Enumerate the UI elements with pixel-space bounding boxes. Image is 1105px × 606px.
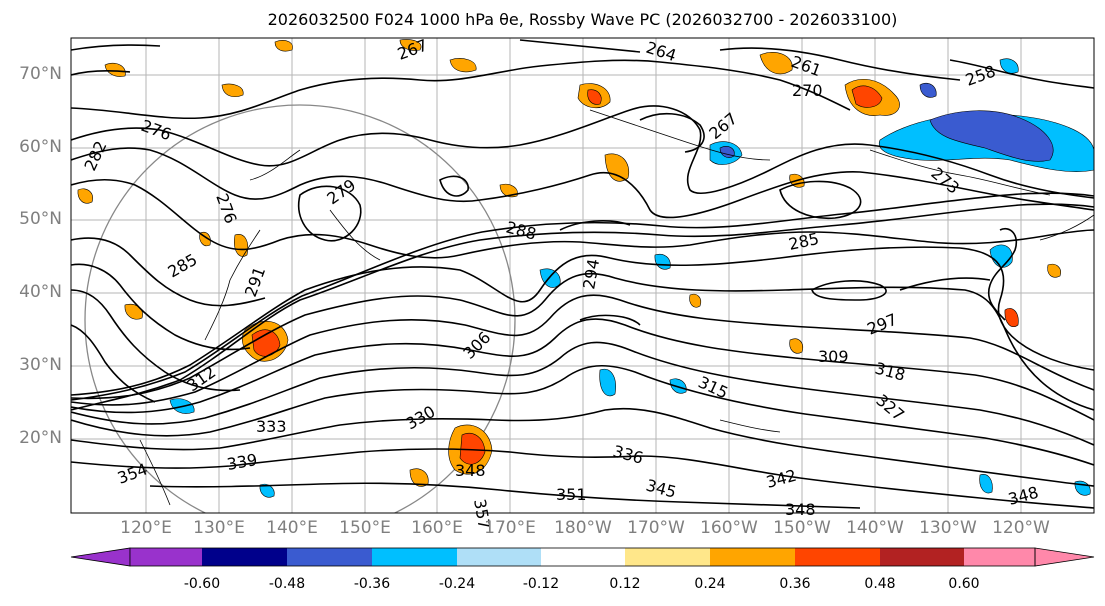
radius-circle [84, 104, 516, 513]
lon-label: 140°W [846, 518, 904, 538]
colorbar-bin [287, 548, 372, 566]
lon-label: 120°W [992, 518, 1050, 538]
contour-label: 270 [792, 81, 823, 100]
coastlines [139, 109, 1094, 506]
map-title: 2026032500 F024 1000 hPa θe, Rossby Wave… [267, 10, 898, 29]
lon-label: 130°W [919, 518, 977, 538]
colorbar-tick-label: 0.36 [779, 576, 811, 592]
colorbar-tick-label: -0.60 [183, 576, 221, 592]
colorbar-tick-label: -0.48 [268, 576, 306, 592]
lon-label: 150°E [339, 518, 391, 538]
positive-anomaly-patches [77, 39, 1061, 487]
colorbar-max-extension [1034, 547, 1095, 567]
lon-label: 120°E [120, 518, 172, 538]
colorbar [70, 547, 1095, 567]
colorbar-tick-label: 0.24 [694, 576, 726, 592]
colorbar-tick-label: -0.24 [438, 576, 476, 592]
lon-label: 170°E [484, 518, 536, 538]
colorbar-bin [710, 548, 795, 566]
lon-label: 170°W [627, 518, 685, 538]
colorbar-tick-label: 0.12 [609, 576, 641, 592]
colorbar-bin [625, 548, 710, 566]
colorbar-bin [130, 548, 202, 566]
lon-label: 180°W [554, 518, 612, 538]
contour-label: 348 [455, 461, 486, 480]
lat-label: 50°N [19, 209, 62, 229]
lat-label: 70°N [19, 64, 62, 84]
colorbar-bin [964, 548, 1035, 566]
lat-label: 20°N [19, 428, 62, 448]
contour-label: 348 [785, 500, 816, 519]
lon-label: 140°E [266, 518, 318, 538]
colorbar-tick-label: 0.48 [864, 576, 896, 592]
colorbar-bin [372, 548, 457, 566]
contour-label: 351 [556, 485, 587, 504]
map-frame [70, 37, 1095, 514]
colorbar-bin [541, 548, 625, 566]
colorbar-tick-label: 0.60 [948, 576, 980, 592]
lat-label: 30°N [19, 355, 62, 375]
lon-label: 130°E [193, 518, 245, 538]
colorbar-bin [457, 548, 541, 566]
contour-label: 309 [818, 347, 849, 366]
contour-label: 333 [256, 417, 287, 436]
colorbar-tick-label: -0.12 [522, 576, 560, 592]
colorbar-min-extension [70, 547, 131, 567]
colorbar-bin [202, 548, 287, 566]
theta-e-contours [71, 39, 1094, 509]
colorbar-tick-label: -0.36 [353, 576, 391, 592]
colorbar-bin [880, 548, 964, 566]
map-plot-area [71, 38, 1094, 513]
lon-label: 160°W [700, 518, 758, 538]
lat-label: 60°N [19, 137, 62, 157]
colorbar-bin [795, 548, 880, 566]
lat-label: 40°N [19, 282, 62, 302]
lon-label: 160°E [411, 518, 463, 538]
lon-label: 150°W [773, 518, 831, 538]
